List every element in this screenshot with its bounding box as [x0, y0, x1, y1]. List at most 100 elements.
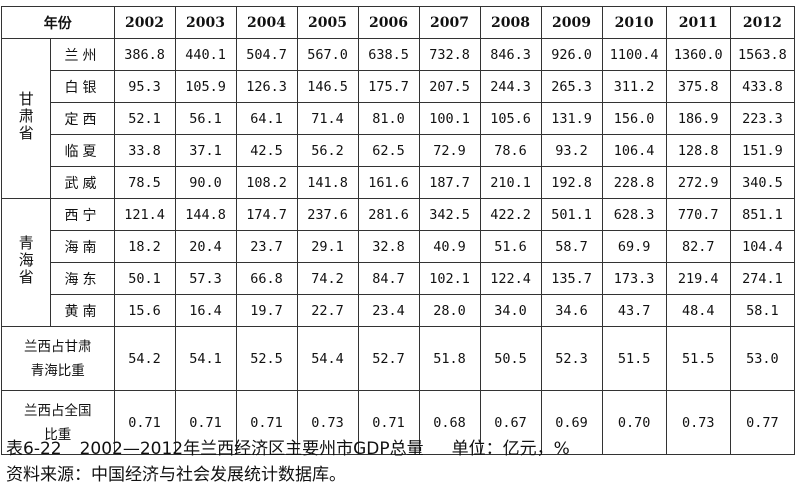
- ratio-value-cell: 0.69: [540, 390, 603, 455]
- gdp-value-cell: 58.1: [729, 294, 796, 327]
- city-name-cell: 定西: [50, 102, 115, 135]
- ratio-value-cell: 0.68: [418, 390, 481, 455]
- table-row: 黄南 15.6 16.4 19.7 22.7 23.4 28.0 34.0 34.6 43.7 48…: [2, 294, 796, 327]
- table-row: 海南 18.2 20.4 23.7 29.1 32.8 40.9 51.6 58.7 69.9 82…: [2, 230, 796, 263]
- city-name-cell: 黄南: [50, 294, 115, 327]
- ratio-label-line: 兰西占甘肃: [24, 338, 92, 355]
- gdp-value-cell: 22.7: [296, 294, 359, 327]
- ratio-value-cell: 0.71: [357, 390, 420, 455]
- ratio-row: 兰西占全国 比重 0.71 0.71 0.71 0.73 0.71 0.68 0.67 0.69 0…: [1, 390, 796, 455]
- province-cell: 甘肃省: [0, 38, 52, 199]
- gdp-value-cell: 567.0: [296, 38, 359, 71]
- gdp-value-cell: 18.2: [113, 230, 176, 263]
- gdp-table: 年份 2002 2003 2004 2005 2006 2007 2008 20…: [0, 6, 796, 455]
- gdp-value-cell: 52.1: [113, 102, 176, 135]
- city-name-cell: 兰州: [50, 38, 115, 71]
- city-name: 海南: [64, 239, 101, 256]
- ratio-value-cell: 0.70: [601, 390, 667, 455]
- year-header: 2012: [729, 6, 796, 39]
- gdp-value-cell: 69.9: [601, 230, 667, 263]
- gdp-value-cell: 104.4: [729, 230, 796, 263]
- gdp-value-cell: 207.5: [418, 70, 481, 103]
- year-header: 2004: [235, 6, 298, 39]
- ratio-label: 兰西占甘肃 青海比重: [2, 335, 113, 383]
- gdp-value-cell: 33.8: [113, 134, 176, 167]
- gdp-value-cell: 186.9: [665, 102, 731, 135]
- ratio-label: 兰西占全国 比重: [2, 399, 113, 447]
- gdp-value-cell: 23.7: [235, 230, 298, 263]
- gdp-value-cell: 74.2: [296, 262, 359, 295]
- gdp-value-cell: 141.8: [296, 166, 359, 199]
- table-row: 甘肃省 兰州 386.8 440.1 504.7 567.0 638.5 732.8 846.3…: [0, 38, 796, 199]
- year-header: 2009: [540, 6, 603, 39]
- gdp-value-cell: 15.6: [113, 294, 176, 327]
- ratio-value-cell: 51.8: [418, 326, 481, 391]
- gdp-value-cell: 1360.0: [665, 38, 731, 71]
- ratio-value-cell: 54.4: [296, 326, 359, 391]
- year-header: 2010: [601, 6, 667, 39]
- gdp-value-cell: 223.3: [729, 102, 796, 135]
- province-label: 青海省: [16, 235, 35, 286]
- gdp-value-cell: 173.3: [601, 262, 667, 295]
- city-name: 临夏: [64, 143, 101, 160]
- ratio-value-cell: 0.71: [113, 390, 176, 455]
- ratio-value-cell: 0.71: [235, 390, 298, 455]
- gdp-value-cell: 126.3: [235, 70, 298, 103]
- gdp-value-cell: 638.5: [357, 38, 420, 71]
- gdp-value-cell: 144.8: [174, 198, 237, 231]
- gdp-value-cell: 501.1: [540, 198, 603, 231]
- gdp-value-cell: 156.0: [601, 102, 667, 135]
- gdp-value-cell: 34.0: [479, 294, 542, 327]
- gdp-value-cell: 71.4: [296, 102, 359, 135]
- province-cell: 青海省: [0, 198, 52, 327]
- gdp-value-cell: 851.1: [729, 198, 796, 231]
- caption-line-1: 表6-22 2002—2012年兰西经济区主要州市GDP总量 单位：亿元，%: [6, 436, 570, 462]
- gdp-value-cell: 1100.4: [601, 38, 667, 71]
- year-header: 2002: [113, 6, 176, 39]
- gdp-value-cell: 56.2: [296, 134, 359, 167]
- gdp-value-cell: 105.6: [479, 102, 542, 135]
- gdp-value-cell: 51.6: [479, 230, 542, 263]
- ratio-label-cell: 兰西占甘肃 青海比重: [1, 326, 115, 391]
- gdp-value-cell: 846.3: [479, 38, 542, 71]
- ratio-value-cell: 0.73: [665, 390, 731, 455]
- ratio-value-cell: 54.2: [113, 326, 176, 391]
- gdp-value-cell: 78.5: [113, 166, 176, 199]
- header-row: 年份 2002 2003 2004 2005 2006 2007 2008 20…: [1, 6, 796, 39]
- gdp-value-cell: 375.8: [665, 70, 731, 103]
- gdp-value-cell: 161.6: [357, 166, 420, 199]
- city-name-cell: 海东: [50, 262, 115, 295]
- gdp-value-cell: 504.7: [235, 38, 298, 71]
- gdp-value-cell: 108.2: [235, 166, 298, 199]
- table-unit: 单位：亿元，%: [451, 439, 570, 459]
- gdp-value-cell: 37.1: [174, 134, 237, 167]
- gdp-value-cell: 244.3: [479, 70, 542, 103]
- gdp-value-cell: 19.7: [235, 294, 298, 327]
- city-name-cell: 武威: [50, 166, 115, 199]
- ratio-value-cell: 0.71: [174, 390, 237, 455]
- gdp-value-cell: 926.0: [540, 38, 603, 71]
- gdp-value-cell: 40.9: [418, 230, 481, 263]
- gdp-value-cell: 62.5: [357, 134, 420, 167]
- gdp-value-cell: 84.7: [357, 262, 420, 295]
- gdp-value-cell: 281.6: [357, 198, 420, 231]
- gdp-value-cell: 175.7: [357, 70, 420, 103]
- gdp-value-cell: 340.5: [729, 166, 796, 199]
- city-name: 兰州: [64, 47, 101, 64]
- city-name: 黄南: [64, 303, 101, 320]
- gdp-value-cell: 105.9: [174, 70, 237, 103]
- table-row: 白银 95.3 105.9 126.3 146.5 175.7 207.5 244.3 265.…: [2, 70, 796, 103]
- gdp-value-cell: 272.9: [665, 166, 731, 199]
- gdp-value-cell: 58.7: [540, 230, 603, 263]
- ratio-value-cell: 0.67: [479, 390, 542, 455]
- gdp-value-cell: 20.4: [174, 230, 237, 263]
- gdp-value-cell: 210.1: [479, 166, 542, 199]
- gdp-value-cell: 151.9: [729, 134, 796, 167]
- city-name-cell: 海南: [50, 230, 115, 263]
- city-name: 白银: [64, 79, 101, 96]
- gdp-value-cell: 433.8: [729, 70, 796, 103]
- city-name: 海东: [64, 271, 101, 288]
- gdp-value-cell: 128.8: [665, 134, 731, 167]
- gdp-value-cell: 135.7: [540, 262, 603, 295]
- city-name: 定西: [64, 111, 101, 128]
